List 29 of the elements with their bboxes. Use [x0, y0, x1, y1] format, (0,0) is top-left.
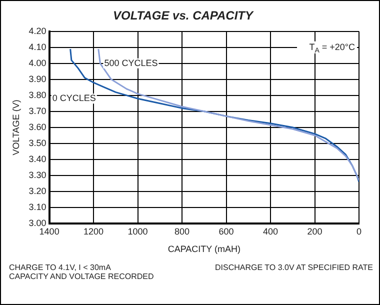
y-tick-label: 4.20: [28, 26, 46, 36]
y-tick-label: 3.80: [28, 90, 46, 100]
y-tick-label: 3.40: [28, 154, 46, 164]
x-tick-label: 600: [218, 226, 234, 236]
x-tick-label: 400: [263, 226, 278, 236]
y-tick-label: 3.70: [28, 106, 46, 116]
text: CHARGE TO 4.1V, I < 30mA: [9, 263, 112, 272]
y-tick-label: 3.10: [28, 202, 46, 212]
chart-title: VOLTAGE vs. CAPACITY: [112, 8, 254, 23]
y-tick-label: 4.10: [28, 42, 46, 52]
x-tick-label: 0: [356, 226, 362, 236]
y-tick-label: 3.60: [28, 122, 46, 132]
text: DISCHARGE TO 3.0V AT SPECIFIED RATE: [215, 263, 373, 272]
series-label: 500 CYCLES: [104, 58, 158, 68]
x-axis-title: CAPACITY (mAH): [168, 244, 240, 254]
x-tick-label: 1400: [39, 226, 60, 236]
x-tick-label: 1200: [84, 226, 104, 236]
series-label: 0 CYCLES: [52, 93, 96, 104]
y-axis-title: VOLTAGE (V): [10, 100, 21, 156]
x-tick-label: 200: [307, 226, 322, 236]
y-tick-label: 4.00: [28, 58, 46, 68]
x-tick-label: 800: [174, 226, 190, 236]
y-tick-label: 3.00: [28, 218, 46, 228]
text: CAPACITY AND VOLTAGE RECORDED: [9, 272, 154, 281]
y-tick-label: 3.50: [28, 138, 46, 148]
y-tick-label: 3.30: [28, 170, 46, 180]
x-tick-label: 1000: [128, 226, 148, 236]
y-tick-label: 3.90: [28, 74, 46, 84]
y-tick-label: 3.20: [28, 186, 46, 196]
